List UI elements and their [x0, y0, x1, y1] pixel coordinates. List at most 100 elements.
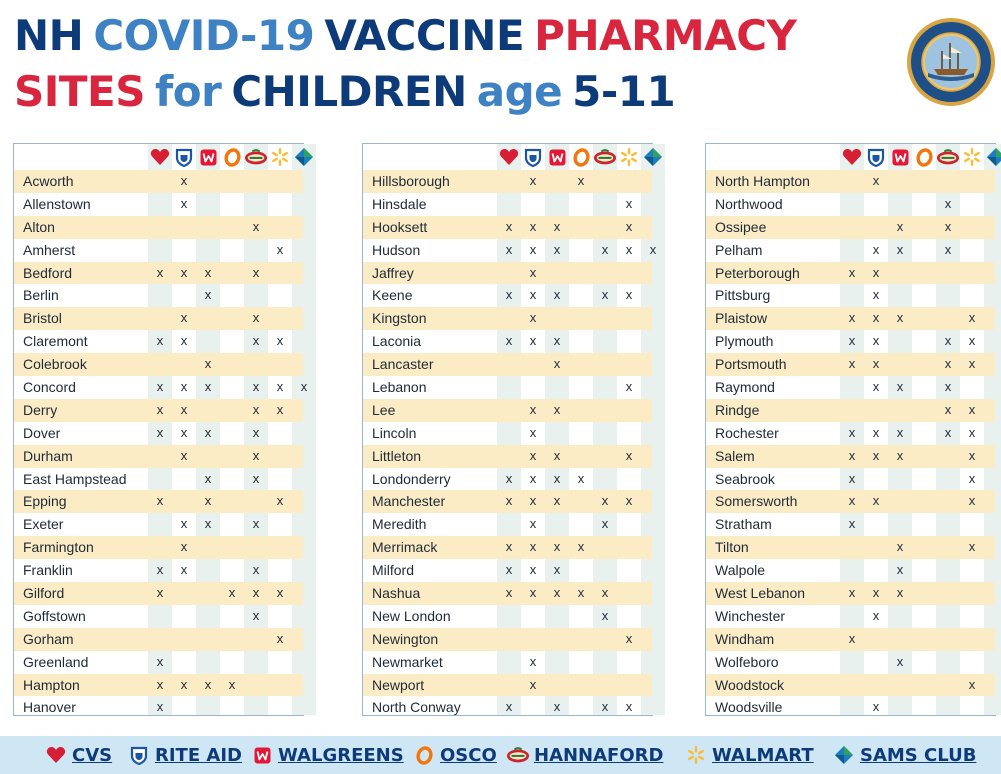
availability-mark-cvs: x: [505, 241, 513, 257]
availability-mark-walgreens: x: [204, 379, 212, 395]
legend-link[interactable]: CVS: [72, 744, 113, 766]
availability-mark-walmart: x: [276, 585, 284, 601]
legend-item-cvs[interactable]: CVS: [44, 736, 112, 774]
heart-icon: [497, 148, 521, 166]
town-name: Concord: [23, 379, 76, 396]
column-shade: [196, 144, 220, 715]
row-stripe: [706, 536, 995, 560]
row-stripe: [706, 353, 995, 377]
title-word: 5-11: [572, 67, 676, 116]
table-row: Somersworth x x x: [706, 490, 995, 514]
table-row: Goffstown x: [14, 605, 303, 628]
town-name: Lebanon: [372, 379, 427, 396]
row-stripe: [706, 215, 995, 239]
row-stripe: [363, 261, 652, 285]
availability-mark-walgreens: x: [553, 699, 561, 715]
availability-mark-hannaford: x: [601, 287, 609, 303]
row-stripe: [363, 215, 652, 239]
town-name: Keene: [372, 287, 413, 304]
availability-mark-riteaid: x: [529, 401, 537, 417]
table-row: Claremont x x x x: [14, 330, 303, 353]
availability-mark-cvs: x: [848, 470, 856, 486]
town-name: Northwood: [715, 195, 783, 212]
legend-link[interactable]: HANNAFORD: [534, 744, 664, 766]
availability-mark-cvs: x: [505, 699, 513, 715]
availability-mark-cvs: x: [848, 630, 856, 646]
table-row: East Hampstead x x: [14, 468, 303, 491]
availability-mark-walmart: x: [625, 447, 633, 463]
row-stripe: [706, 627, 995, 651]
legend-item-walgreens[interactable]: WALGREENS: [250, 736, 404, 774]
title-line-2: SITES for CHILDREN age 5-11: [14, 64, 806, 120]
legend-link[interactable]: RITE AID: [155, 744, 242, 766]
availability-mark-riteaid: x: [529, 653, 537, 669]
town-name: Lancaster: [372, 356, 434, 373]
availability-mark-cvs: x: [505, 585, 513, 601]
hannaford-logo-icon: [506, 743, 530, 767]
town-name: Epping: [23, 493, 67, 510]
availability-mark-cvs: x: [848, 447, 856, 463]
legend-link[interactable]: OSCO: [440, 744, 497, 766]
availability-mark-cvs: x: [848, 493, 856, 509]
legend-item-walmart[interactable]: WALMART: [684, 736, 814, 774]
town-name: Salem: [715, 447, 755, 464]
table-header: [14, 144, 313, 170]
availability-mark-walgreens: x: [204, 264, 212, 280]
walmart-spark-icon: [268, 148, 292, 166]
availability-mark-walgreens: x: [553, 401, 561, 417]
availability-mark-riteaid: x: [529, 470, 537, 486]
legend-item-hannaford[interactable]: HANNAFORD: [506, 736, 663, 774]
table-row: Jaffrey x: [363, 261, 652, 285]
availability-mark-riteaid: x: [872, 333, 880, 349]
availability-mark-riteaid: x: [529, 333, 537, 349]
town-name: Woodstock: [715, 676, 784, 693]
availability-mark-riteaid: x: [872, 607, 880, 623]
table-row: Portsmouth x x x x: [706, 353, 995, 377]
availability-mark-hannaford: x: [252, 470, 260, 486]
availability-mark-riteaid: x: [180, 676, 188, 692]
town-name: Pittsburg: [715, 287, 771, 304]
table-row: Rochester x x x x x: [706, 422, 995, 445]
table-row: Exeter x x x: [14, 513, 303, 536]
row-stripe: [14, 444, 303, 468]
table-row: Manchester x x x x x: [363, 490, 652, 514]
town-name: Greenland: [23, 653, 89, 670]
availability-mark-walgreens: x: [204, 356, 212, 372]
availability-mark-osco: x: [577, 470, 585, 486]
row-stripe: [14, 353, 303, 377]
row-stripe: [363, 307, 652, 331]
availability-mark-riteaid: x: [529, 447, 537, 463]
osco-o-icon: [569, 147, 593, 167]
availability-mark-walgreens: x: [553, 241, 561, 257]
town-name: Newport: [372, 676, 425, 693]
availability-mark-cvs: x: [156, 585, 164, 601]
town-name: Tilton: [715, 539, 749, 556]
availability-mark-cvs: x: [156, 699, 164, 715]
title-word: for: [154, 67, 222, 116]
table-row: North Hampton x: [706, 170, 995, 193]
row-stripe: [363, 170, 652, 193]
availability-mark-walgreens: x: [896, 310, 904, 326]
town-name: Hudson: [372, 241, 421, 258]
legend-item-riteaid[interactable]: RITE AID: [127, 736, 242, 774]
legend-link[interactable]: SAMS CLUB: [860, 744, 977, 766]
legend-link[interactable]: WALGREENS: [278, 744, 404, 766]
legend-link[interactable]: WALMART: [712, 744, 814, 766]
availability-mark-riteaid: x: [180, 539, 188, 555]
availability-mark-riteaid: x: [180, 379, 188, 395]
legend-item-sams[interactable]: SAMS CLUB: [832, 736, 976, 774]
table-row: Acworth x: [14, 170, 303, 193]
column-shade: [244, 144, 268, 715]
availability-mark-cvs: x: [505, 562, 513, 578]
availability-mark-walgreens: x: [896, 562, 904, 578]
table-row: Londonderry x x x x: [363, 468, 652, 491]
row-stripe: [14, 398, 303, 422]
town-name: Lincoln: [372, 424, 417, 441]
availability-mark-riteaid: x: [872, 356, 880, 372]
availability-mark-cvs: x: [505, 470, 513, 486]
row-stripe: [363, 673, 652, 697]
table-row: Gilford x x x x: [14, 582, 303, 605]
row-stripe: [14, 536, 303, 560]
availability-mark-cvs: x: [156, 379, 164, 395]
legend-item-osco[interactable]: OSCO: [412, 736, 497, 774]
